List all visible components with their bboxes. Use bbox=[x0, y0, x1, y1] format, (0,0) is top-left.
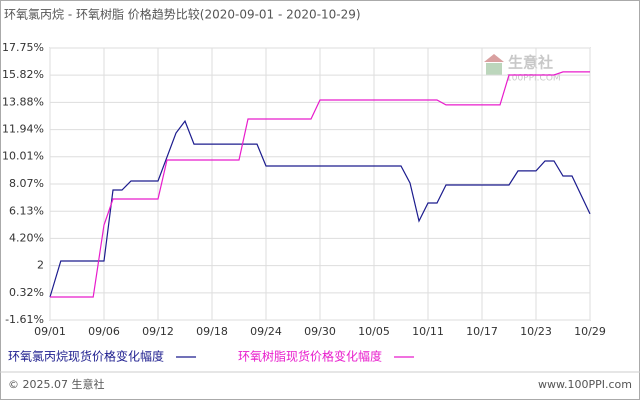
x-tick-label: 10/23 bbox=[520, 325, 552, 338]
x-tick-label: 10/11 bbox=[412, 325, 444, 338]
watermark-text: 生意社 bbox=[508, 54, 553, 72]
x-tick-label: 10/17 bbox=[466, 325, 498, 338]
series-line bbox=[49, 119, 591, 298]
x-tick-label: 09/01 bbox=[34, 325, 66, 338]
y-tick-label: 8.07% bbox=[9, 177, 44, 190]
y-tick-label: 10.01% bbox=[2, 150, 44, 163]
y-tick-label: 2 bbox=[37, 259, 44, 272]
x-tick-label: 10/05 bbox=[358, 325, 390, 338]
watermark: 生意社 100PPI.COM bbox=[484, 54, 561, 84]
y-tick-label: -1.61% bbox=[5, 313, 44, 326]
x-tick-label: 09/18 bbox=[196, 325, 228, 338]
series-line bbox=[50, 71, 590, 298]
x-tick-label: 10/29 bbox=[574, 325, 606, 338]
watermark-icon bbox=[484, 54, 504, 62]
x-tick-label: 09/06 bbox=[88, 325, 120, 338]
x-tick-label: 09/12 bbox=[142, 325, 174, 338]
chart-title: 环氧氯丙烷 - 环氧树脂 价格趋势比较(2020-09-01 - 2020-10… bbox=[4, 7, 361, 22]
x-tick-label: 09/24 bbox=[250, 325, 282, 338]
y-tick-label: 15.82% bbox=[2, 68, 44, 81]
legend-label: 环氧树脂现货价格变化幅度 bbox=[238, 349, 382, 364]
y-tick-label: 0.32% bbox=[9, 286, 44, 299]
y-tick-label: 17.75% bbox=[2, 41, 44, 54]
watermark-text: 100PPI.COM bbox=[506, 74, 561, 84]
y-tick-label: 4.20% bbox=[9, 231, 44, 244]
watermark-icon bbox=[486, 63, 502, 75]
y-tick-label: 6.13% bbox=[9, 204, 44, 217]
x-tick-label: 09/30 bbox=[304, 325, 336, 338]
footer-right: www.100PPI.com bbox=[538, 378, 632, 391]
y-tick-label: 11.94% bbox=[2, 123, 44, 136]
y-tick-label: 13.88% bbox=[2, 95, 44, 108]
legend-label: 环氧氯丙烷现货价格变化幅度 bbox=[8, 349, 164, 364]
footer-left: © 2025.07 生意社 bbox=[8, 377, 104, 391]
